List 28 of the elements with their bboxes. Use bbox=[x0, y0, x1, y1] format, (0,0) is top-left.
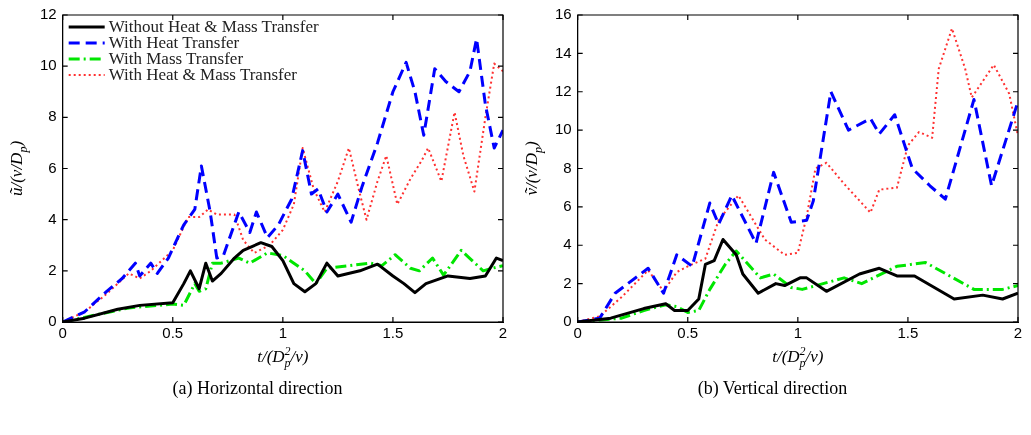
y-tick-label: 14 bbox=[555, 43, 572, 61]
y-tick-label: 8 bbox=[563, 158, 572, 176]
y-tick-label: 4 bbox=[563, 235, 572, 253]
x-tick-label: 0.5 bbox=[677, 324, 699, 342]
y-tick-label: 2 bbox=[563, 273, 572, 291]
y-tick-label: 6 bbox=[563, 197, 572, 215]
y-tick-label: 16 bbox=[555, 5, 572, 23]
x-tick-label: 0.5 bbox=[162, 324, 184, 342]
y-tick-label: 12 bbox=[40, 5, 57, 23]
x-tick-label: 2 bbox=[498, 324, 508, 342]
x-tick-label: 1.5 bbox=[897, 324, 919, 342]
y-tick-label: 2 bbox=[48, 260, 57, 278]
y-axis-title: ũ/(ν/Dp) bbox=[7, 140, 31, 197]
x-tick-label: 2 bbox=[1013, 324, 1023, 342]
y-tick-label: 6 bbox=[48, 158, 57, 176]
y-tick-label: 8 bbox=[48, 107, 57, 125]
text: (b) Vertical direction bbox=[696, 378, 849, 399]
y-tick-label: 12 bbox=[555, 81, 572, 99]
y-tick-label: 0 bbox=[563, 312, 572, 330]
y-axis-title: ṽ/(ν/Dp) bbox=[522, 141, 546, 196]
y-tick-label: 10 bbox=[555, 120, 572, 138]
text: (a) Horizontal direction bbox=[171, 378, 344, 399]
y-tick-label: 4 bbox=[48, 209, 57, 227]
y-tick-label: 10 bbox=[40, 56, 57, 74]
y-tick-label: 0 bbox=[48, 312, 57, 330]
x-tick-label: 1 bbox=[278, 324, 288, 342]
x-tick-label: 1.5 bbox=[382, 324, 404, 342]
x-tick-label: 1 bbox=[793, 324, 803, 342]
